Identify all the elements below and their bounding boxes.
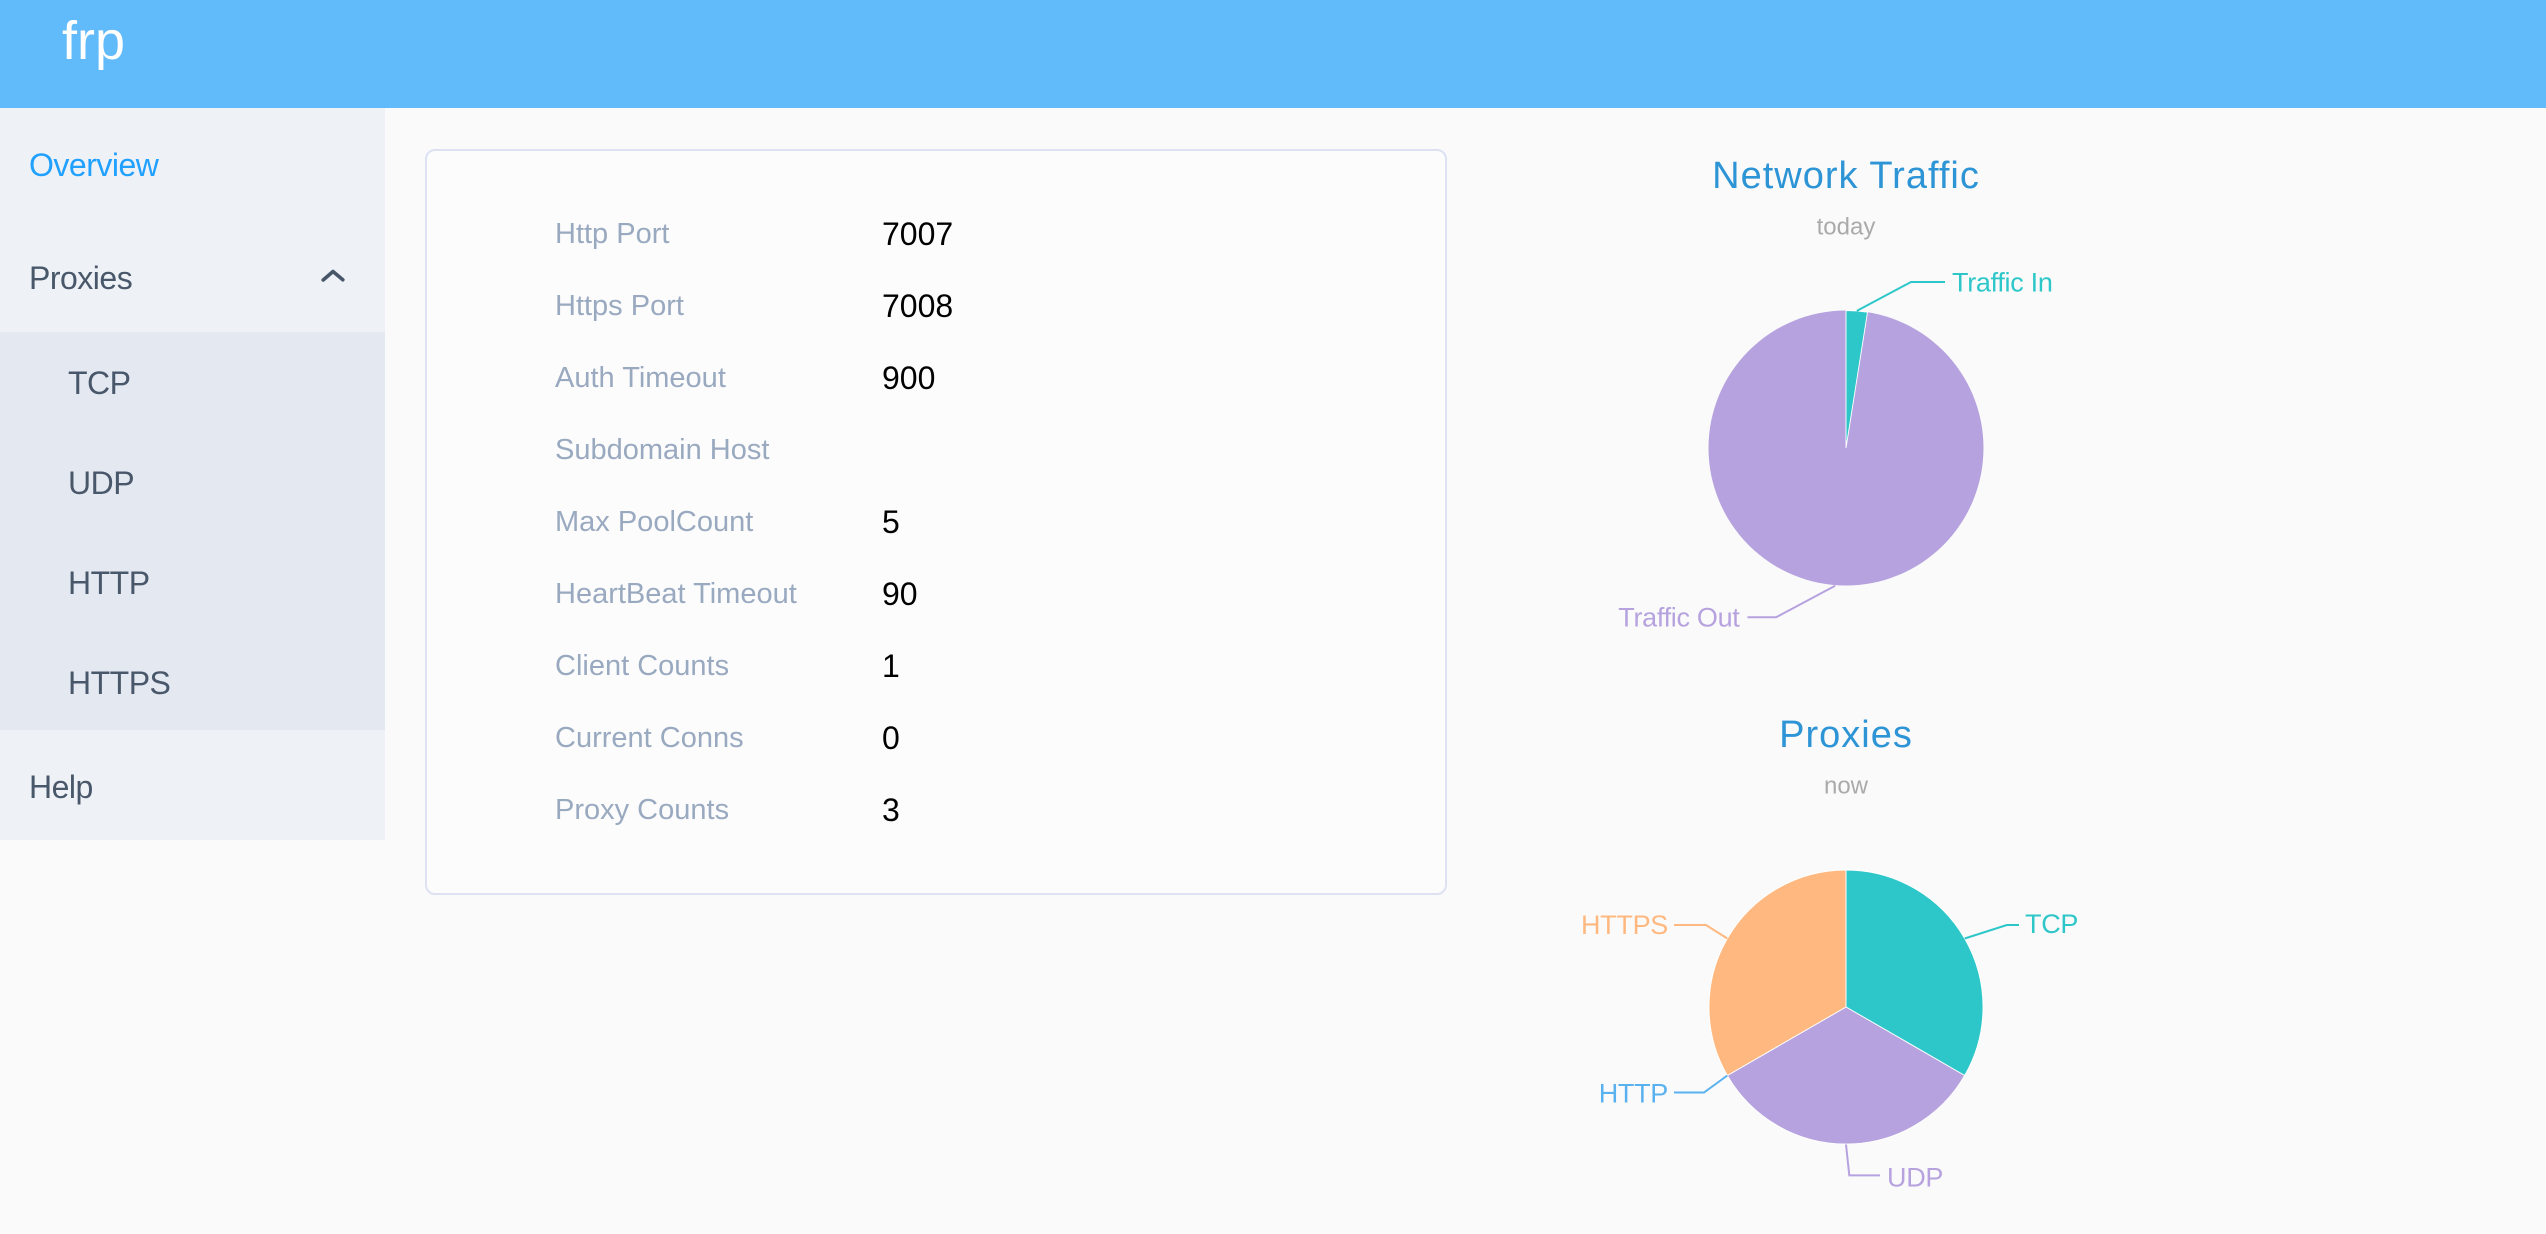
- svg-text:Network Traffic: Network Traffic: [1712, 155, 1980, 197]
- svg-text:UDP: UDP: [1887, 1163, 1943, 1193]
- svg-text:HTTP: HTTP: [1599, 1079, 1668, 1109]
- svg-text:today: today: [1817, 214, 1876, 241]
- svg-text:now: now: [1824, 773, 1869, 800]
- svg-text:HTTPS: HTTPS: [1581, 910, 1668, 940]
- svg-text:Proxies: Proxies: [1779, 714, 1913, 756]
- svg-text:Traffic In: Traffic In: [1952, 268, 2053, 298]
- svg-text:Traffic Out: Traffic Out: [1618, 603, 1740, 633]
- svg-text:TCP: TCP: [2025, 909, 2078, 939]
